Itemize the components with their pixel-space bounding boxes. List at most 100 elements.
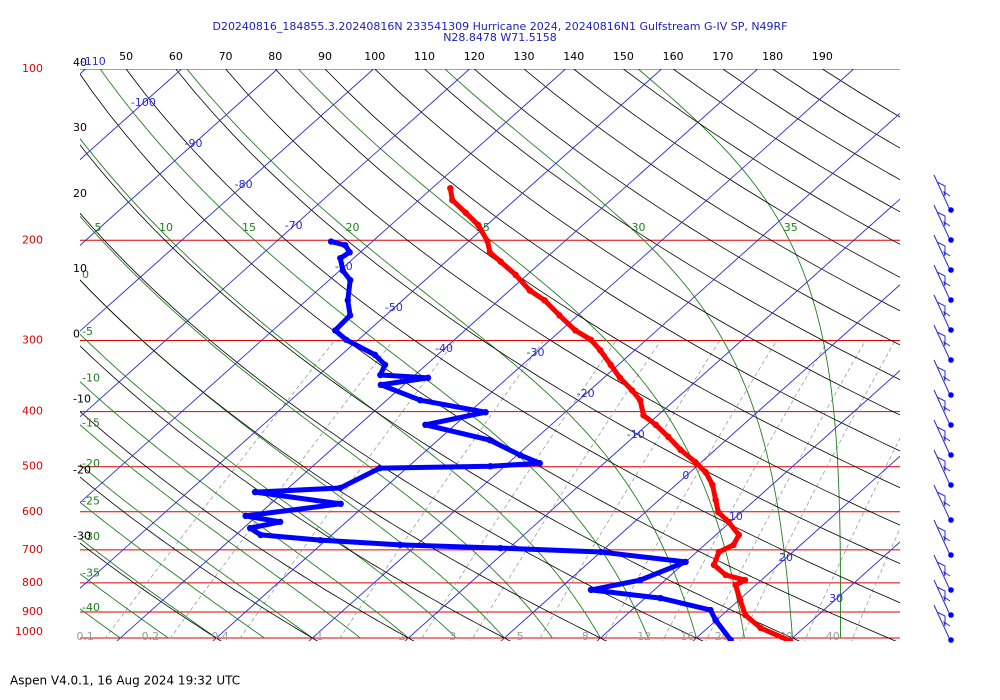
barb-flags: [936, 426, 951, 442]
moist-adiabat-label: -30: [82, 530, 100, 543]
isotherm-label: -10: [627, 428, 645, 441]
dry-adiabat-label: 100: [364, 50, 385, 63]
trace-point: [377, 371, 384, 379]
trace-point: [346, 249, 353, 256]
trace-point: [710, 561, 718, 569]
barb-staff: [933, 204, 951, 241]
dry-adiabat: [80, 411, 415, 641]
trace-point: [377, 381, 385, 389]
moist-adiabat-label: 15: [242, 221, 256, 234]
barb-dot: [948, 612, 954, 618]
isotherm: [692, 455, 900, 641]
trace-point: [712, 496, 719, 504]
barb-staff: [933, 419, 951, 456]
trace-point: [342, 241, 349, 249]
isotherm: [212, 69, 854, 641]
trace-point: [447, 185, 454, 192]
trace-point: [486, 249, 494, 256]
barb-staff: [933, 234, 951, 271]
barb-dot: [948, 552, 954, 558]
barb-flags: [936, 586, 951, 602]
trace-point: [486, 436, 494, 444]
dry-adiabat: [125, 69, 900, 604]
trace-point: [337, 254, 344, 262]
trace-point: [376, 464, 383, 472]
moist-adiabat: [297, 69, 745, 639]
trace-point: [257, 531, 264, 539]
isotherm-label: -50: [385, 301, 403, 314]
dry-adiabat-label: 30: [73, 121, 87, 134]
isotherm: [80, 69, 566, 504]
trace-point: [587, 336, 595, 343]
dry-adiabat-label: 120: [464, 50, 485, 63]
trace-point: [652, 421, 660, 429]
trace-point: [462, 209, 470, 217]
trace-point: [371, 351, 379, 359]
dry-adiabat: [80, 476, 319, 641]
pressure-label: 800: [22, 576, 43, 589]
wind-barbs: [933, 174, 954, 643]
dry-adiabat: [80, 212, 704, 641]
pressure-label: 1000: [15, 625, 43, 638]
trace-point: [702, 468, 709, 476]
trace-point: [417, 396, 424, 404]
trace-point: [682, 558, 689, 566]
moist-adiabat: [80, 537, 217, 639]
dry-adiabat-label: 90: [318, 50, 332, 63]
trace-point: [707, 606, 714, 614]
dry-adiabat-label: 140: [563, 50, 584, 63]
trace-point: [347, 276, 354, 284]
moist-adiabat: [186, 69, 697, 639]
trace-point: [327, 238, 335, 245]
barb-staff: [933, 174, 951, 211]
mixing-ratio-line: [167, 340, 394, 641]
isotherm-label: -20: [577, 387, 595, 400]
mixing-ratio-line: [419, 340, 617, 641]
isotherm-label: -30: [527, 346, 545, 359]
title: D20240816_184855.3.20240816N 233541309 H…: [212, 20, 787, 33]
trace-point: [316, 536, 324, 544]
trace-point: [709, 481, 716, 489]
isotherm: [116, 69, 758, 641]
trace-point: [422, 421, 429, 429]
moist-adiabat: [444, 69, 793, 639]
trace-point: [276, 518, 284, 526]
moist-adiabat-label: 10: [159, 221, 173, 234]
trace-point: [736, 596, 744, 604]
dry-adiabat-label: -10: [73, 392, 91, 405]
barb-flags: [936, 271, 951, 287]
trace-point: [475, 221, 482, 229]
isotherm-label: -40: [435, 342, 453, 355]
trace-point: [636, 396, 644, 404]
footer: Aspen V4.0.1, 16 Aug 2024 19:32 UTC: [10, 674, 240, 688]
pressure-label: 200: [22, 233, 43, 246]
dry-adiabat-label: 10: [73, 262, 87, 275]
trace-point: [339, 267, 346, 274]
trace-point: [424, 374, 432, 382]
barb-dot: [948, 327, 954, 333]
dry-adiabat: [275, 69, 900, 489]
barb-flags: [936, 611, 951, 627]
mixing-ratio-line: [470, 340, 662, 641]
mixing-ratio-line: [705, 340, 866, 641]
trace-point: [397, 541, 404, 549]
trace-point: [596, 346, 604, 354]
trace-point: [692, 459, 699, 466]
dry-adiabat: [473, 69, 900, 346]
trace-point: [665, 433, 672, 441]
moist-adiabat: [80, 501, 265, 639]
moist-adiabat-label: 30: [632, 221, 646, 234]
barb-flags: [936, 491, 951, 507]
isotherm-label: 10: [729, 510, 743, 523]
isotherm: [308, 112, 900, 641]
barb-flags: [936, 211, 951, 227]
trace-point: [727, 636, 734, 641]
barb-dot: [948, 482, 954, 488]
barb-flags: [936, 561, 951, 577]
barb-dot: [948, 297, 954, 303]
mixing-ratio-line: [739, 340, 896, 641]
trace-point: [337, 500, 344, 508]
dry-adiabat: [424, 69, 900, 381]
trace-point: [722, 571, 729, 579]
trace-point: [741, 576, 749, 584]
